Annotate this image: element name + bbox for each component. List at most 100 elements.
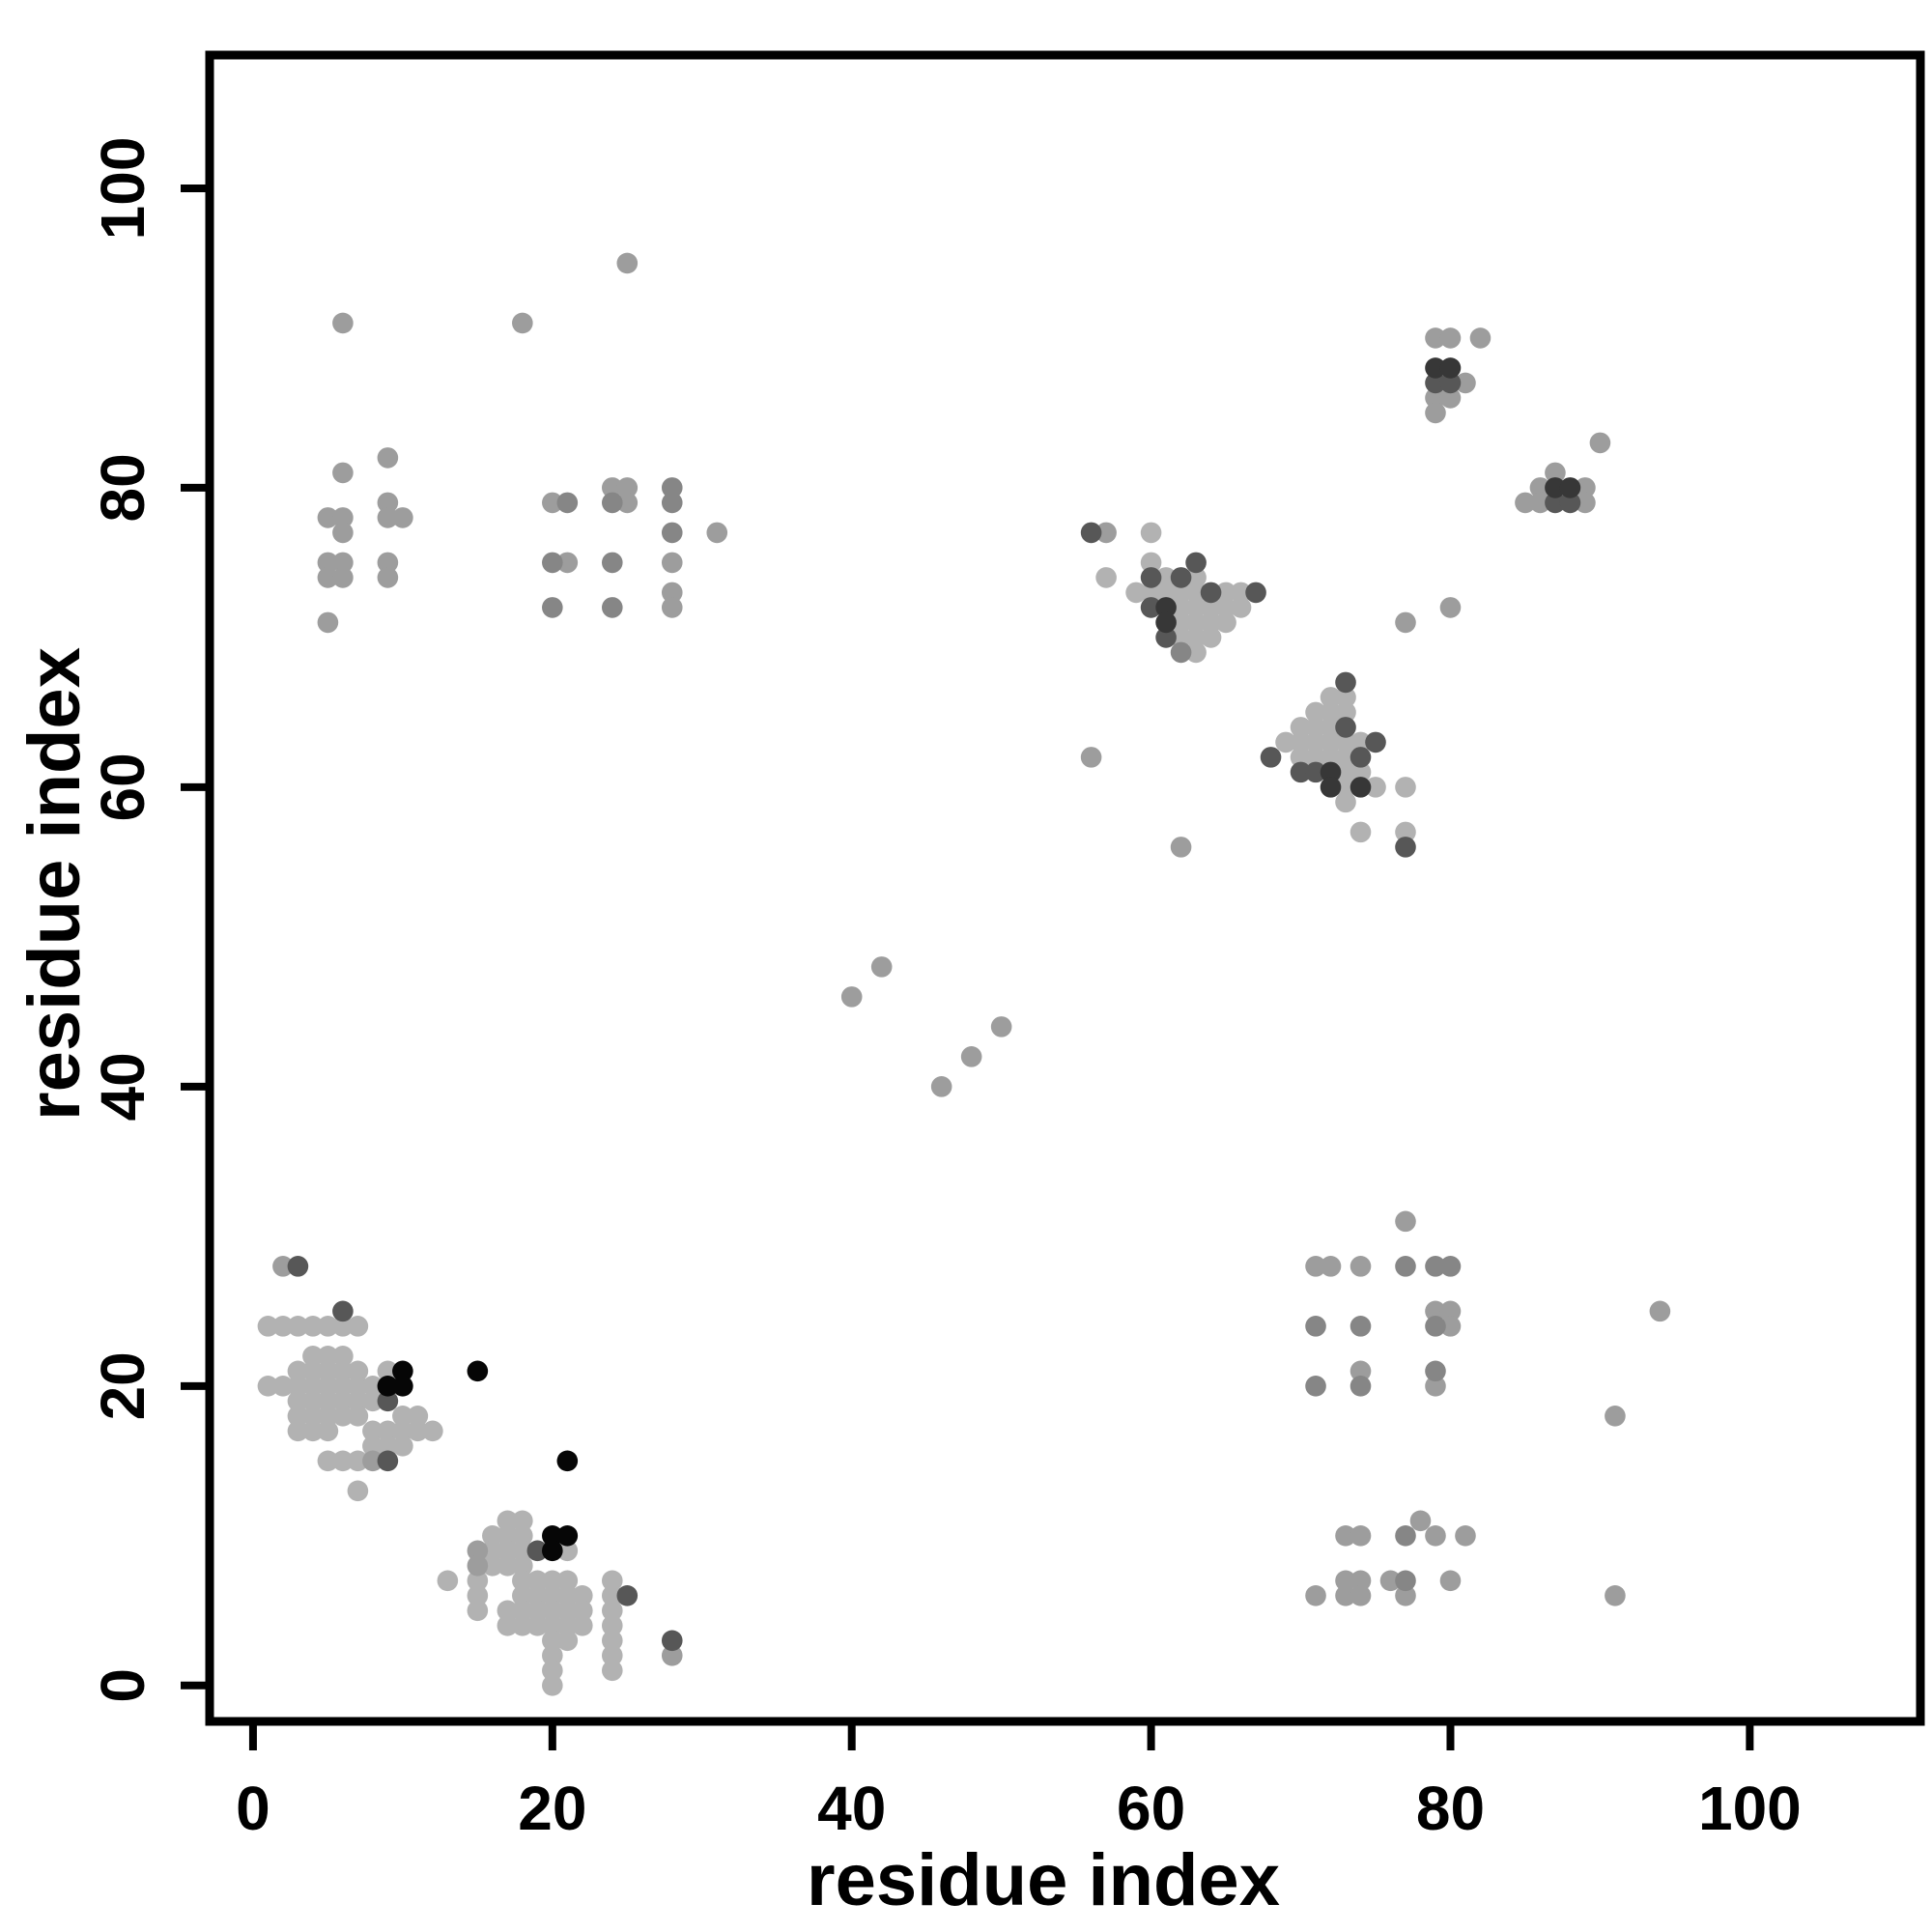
data-point <box>332 1360 354 1382</box>
y-tick-label: 0 <box>88 1668 157 1703</box>
data-point <box>1320 687 1342 708</box>
data-point <box>302 1346 324 1367</box>
data-point <box>1335 671 1356 694</box>
data-point <box>1589 432 1611 454</box>
data-point <box>1140 522 1162 544</box>
data-point <box>1365 777 1386 798</box>
data-point <box>257 1316 279 1337</box>
data-point <box>1439 372 1462 394</box>
data-point <box>467 1600 489 1622</box>
data-point <box>467 1585 489 1606</box>
data-point <box>1155 597 1177 618</box>
data-point <box>1605 1585 1626 1606</box>
data-point <box>1439 1570 1462 1592</box>
data-point <box>347 1406 369 1427</box>
data-point <box>1155 582 1177 604</box>
data-point <box>377 507 399 528</box>
data-point <box>1425 1525 1446 1547</box>
data-point <box>1170 837 1192 858</box>
data-point <box>1290 747 1312 768</box>
data-point <box>362 1390 384 1412</box>
data-point <box>467 1555 489 1577</box>
data-point <box>332 1346 354 1367</box>
data-point <box>1350 1360 1372 1382</box>
data-point <box>497 1525 519 1547</box>
data-point <box>1200 627 1222 648</box>
data-point <box>1395 611 1416 634</box>
data-point <box>1649 1300 1671 1322</box>
data-point <box>1140 552 1162 574</box>
data-point <box>467 1360 489 1382</box>
data-point <box>317 1346 339 1367</box>
data-point <box>377 492 399 514</box>
data-point <box>302 1390 324 1412</box>
data-point <box>1335 731 1356 753</box>
data-point <box>1215 611 1236 634</box>
data-point <box>347 1360 369 1382</box>
data-point <box>1185 641 1207 664</box>
data-point <box>1185 552 1207 574</box>
data-point <box>1170 567 1192 588</box>
data-point <box>1215 582 1236 604</box>
data-point <box>1170 641 1192 664</box>
data-point <box>377 1420 399 1442</box>
data-point <box>1350 1256 1372 1277</box>
data-point <box>1290 717 1312 738</box>
data-point <box>377 1360 399 1382</box>
data-point <box>1305 701 1326 724</box>
data-point <box>272 1376 294 1397</box>
data-point <box>497 1600 519 1622</box>
x-tick-label: 80 <box>1416 1774 1485 1843</box>
data-point <box>437 1570 459 1592</box>
data-point <box>661 582 683 604</box>
data-point <box>422 1420 443 1442</box>
data-point <box>1290 761 1312 783</box>
y-tick-label: 80 <box>88 453 157 522</box>
data-point <box>347 1450 369 1472</box>
data-point <box>482 1540 503 1562</box>
x-tick-label: 100 <box>1698 1774 1802 1843</box>
data-point <box>1320 701 1342 724</box>
data-point <box>526 1600 549 1622</box>
data-point <box>542 597 563 618</box>
data-point <box>497 1615 519 1636</box>
data-point <box>542 1525 563 1547</box>
data-point <box>1320 731 1342 753</box>
data-point <box>1425 372 1446 394</box>
data-point <box>601 477 623 498</box>
data-point <box>332 522 354 544</box>
data-point <box>347 1480 369 1502</box>
y-tick-label: 40 <box>88 1052 157 1121</box>
data-point <box>1425 327 1446 349</box>
data-point <box>272 1316 294 1337</box>
data-point <box>1170 582 1192 604</box>
data-point <box>1559 492 1581 514</box>
data-point <box>377 1376 399 1397</box>
data-point <box>616 492 639 514</box>
data-point <box>601 552 623 574</box>
data-point <box>1335 1570 1356 1592</box>
data-point <box>512 1510 533 1532</box>
data-point <box>1395 1525 1416 1547</box>
data-point <box>332 552 354 574</box>
data-point <box>1395 777 1416 798</box>
data-point <box>556 1630 579 1652</box>
data-point <box>1439 597 1462 618</box>
data-point <box>1140 582 1162 604</box>
x-axis-title: residue index <box>807 1839 1280 1921</box>
data-point <box>1515 492 1536 514</box>
data-point <box>556 1540 579 1562</box>
data-point <box>661 492 683 514</box>
data-point <box>287 1256 309 1277</box>
data-point <box>616 252 639 274</box>
data-point <box>347 1376 369 1397</box>
data-point <box>512 312 533 334</box>
data-point <box>1439 1300 1462 1322</box>
data-point <box>287 1390 309 1412</box>
data-point <box>601 1615 623 1636</box>
data-point <box>1200 611 1222 634</box>
data-point <box>930 1076 952 1097</box>
data-point <box>287 1360 309 1382</box>
data-point <box>362 1450 384 1472</box>
